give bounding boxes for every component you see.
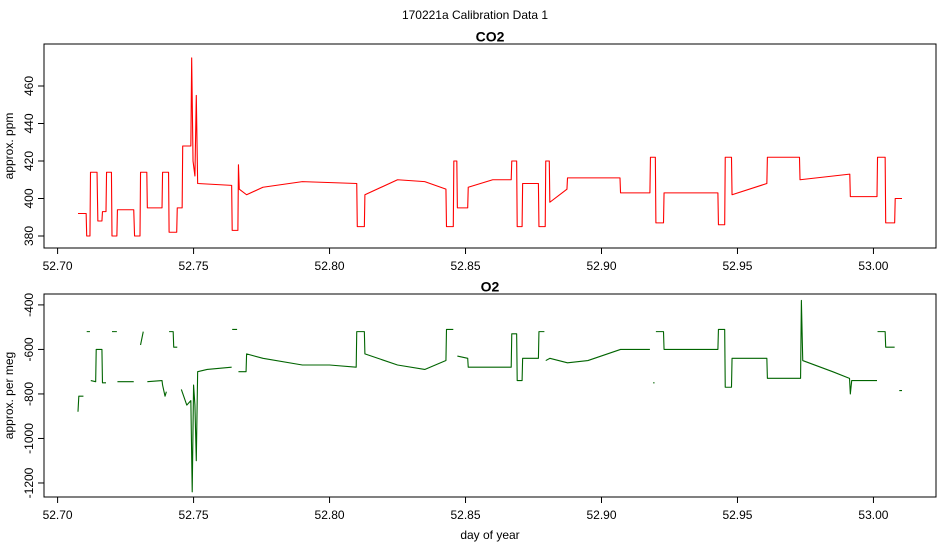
x-tick-label: 53.00 — [858, 508, 888, 522]
x-tick-label: 52.80 — [315, 508, 345, 522]
plot-frame — [43, 293, 937, 498]
data-line — [77, 57, 903, 237]
x-tick-label: 52.75 — [179, 508, 209, 522]
panel-title: CO2 — [476, 29, 505, 45]
x-tick-label: 52.90 — [586, 259, 616, 273]
y-tick-label: -1200 — [22, 467, 36, 498]
x-tick-label: 52.95 — [722, 259, 752, 273]
x-tick-label: 52.70 — [43, 259, 73, 273]
y-tick-label: -800 — [22, 382, 36, 406]
x-tick-label: 52.85 — [451, 259, 481, 273]
x-tick-label: 52.85 — [451, 508, 481, 522]
x-tick-label: 52.75 — [179, 259, 209, 273]
panel-title: O2 — [481, 279, 500, 295]
y-tick-label: 440 — [22, 113, 36, 133]
data-line — [77, 299, 903, 493]
y-tick-label: -600 — [22, 337, 36, 361]
y-tick-label: 400 — [22, 188, 36, 208]
y-tick-label: 420 — [22, 151, 36, 171]
y-tick-label: -400 — [22, 293, 36, 317]
y-axis-label: approx. per meg — [2, 352, 16, 439]
x-tick-label: 52.80 — [315, 259, 345, 273]
page-title: 170221a Calibration Data 1 — [402, 8, 548, 22]
x-tick-label: 52.90 — [586, 508, 616, 522]
x-axis-label: day of year — [460, 528, 519, 542]
x-tick-label: 52.70 — [43, 508, 73, 522]
x-tick-label: 52.95 — [722, 508, 752, 522]
y-tick-label: -1000 — [22, 423, 36, 454]
y-tick-label: 460 — [22, 76, 36, 96]
plot-frame — [43, 43, 937, 249]
x-tick-label: 53.00 — [858, 259, 888, 273]
y-tick-label: 380 — [22, 226, 36, 246]
y-axis-label: approx. ppm — [2, 113, 16, 180]
